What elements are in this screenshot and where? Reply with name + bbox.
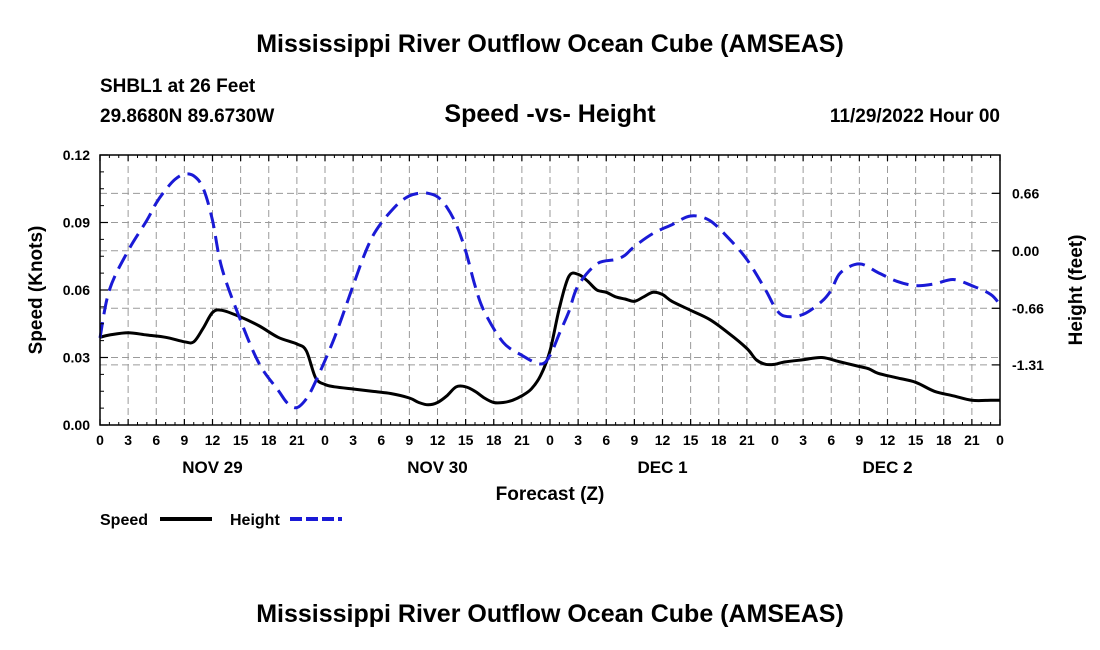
forecast-date-label: 11/29/2022 Hour 00 (829, 106, 1000, 127)
x-tick-label: 9 (630, 432, 638, 448)
x-tick-label: 21 (289, 432, 305, 448)
x-tick-label: 18 (711, 432, 727, 448)
x-tick-label: 9 (855, 432, 863, 448)
legend: Speed Height (100, 512, 342, 529)
y2-tick-label: -1.31 (1012, 357, 1044, 373)
x-tick-label: 0 (546, 432, 554, 448)
x-tick-label: 0 (996, 432, 1004, 448)
y2-axis-title: Height (feet) (1066, 235, 1087, 346)
y2-tick-label: -0.66 (1012, 300, 1044, 316)
speed-series-line (99, 271, 1000, 407)
x-tick-label: 9 (180, 432, 188, 448)
axes: 0 3 6 9 12 15 18 21 0 3 6 9 12 15 18 21 0 3 6 9 12 15 18 21 0 3 6 9… (26, 147, 1087, 505)
x-tick-label: 21 (964, 432, 980, 448)
x-tick-label: 21 (739, 432, 755, 448)
height-series-line (98, 172, 1002, 410)
legend-speed-label: Speed (100, 512, 148, 529)
x-tick-label: 15 (683, 432, 699, 448)
date-label: DEC 2 (862, 458, 912, 477)
x-tick-label: 18 (261, 432, 277, 448)
x-tick-label: 12 (430, 432, 446, 448)
main-title: Mississippi River Outflow Ocean Cube (AM… (256, 30, 844, 58)
legend-height-label: Height (230, 512, 280, 529)
x-tick-label: 15 (458, 432, 474, 448)
x-tick-label: 0 (771, 432, 779, 448)
series (98, 172, 1002, 410)
x-tick-label: 21 (514, 432, 530, 448)
grid (100, 155, 1000, 425)
y-tick-label: 0.06 (63, 282, 90, 298)
y-axis-title: Speed (Knots) (26, 226, 47, 355)
x-axis-title: Forecast (Z) (496, 484, 605, 505)
x-tick-label: 6 (602, 432, 610, 448)
station-label: SHBL1 at 26 Feet (100, 76, 256, 97)
y-tick-label: 0.12 (63, 147, 90, 163)
x-tick-label: 15 (233, 432, 249, 448)
x-tick-label: 15 (908, 432, 924, 448)
y-tick-label: 0.09 (63, 215, 90, 231)
x-tick-label: 9 (405, 432, 413, 448)
x-tick-label: 0 (321, 432, 329, 448)
x-tick-label: 3 (799, 432, 807, 448)
y2-tick-label: 0.00 (1012, 243, 1039, 259)
x-tick-label: 12 (880, 432, 896, 448)
x-tick-label: 6 (827, 432, 835, 448)
y-tick-label: 0.00 (63, 417, 90, 433)
x-tick-label: 6 (377, 432, 385, 448)
footer-title: Mississippi River Outflow Ocean Cube (AM… (256, 600, 844, 628)
date-label: NOV 29 (182, 458, 242, 477)
x-tick-label: 0 (96, 432, 104, 448)
y2-tick-label: 0.66 (1012, 185, 1039, 201)
x-tick-label: 12 (655, 432, 671, 448)
x-tick-label: 6 (152, 432, 160, 448)
x-tick-label: 18 (486, 432, 502, 448)
date-label: DEC 1 (637, 458, 687, 477)
x-tick-label: 18 (936, 432, 952, 448)
x-tick-label: 3 (574, 432, 582, 448)
y-tick-label: 0.03 (63, 350, 90, 366)
chart-heading: Speed -vs- Height (444, 100, 656, 128)
date-label: NOV 30 (407, 458, 467, 477)
coordinates-label: 29.8680N 89.6730W (100, 106, 275, 127)
x-tick-label: 12 (205, 432, 221, 448)
x-tick-label: 3 (124, 432, 132, 448)
x-tick-label: 3 (349, 432, 357, 448)
